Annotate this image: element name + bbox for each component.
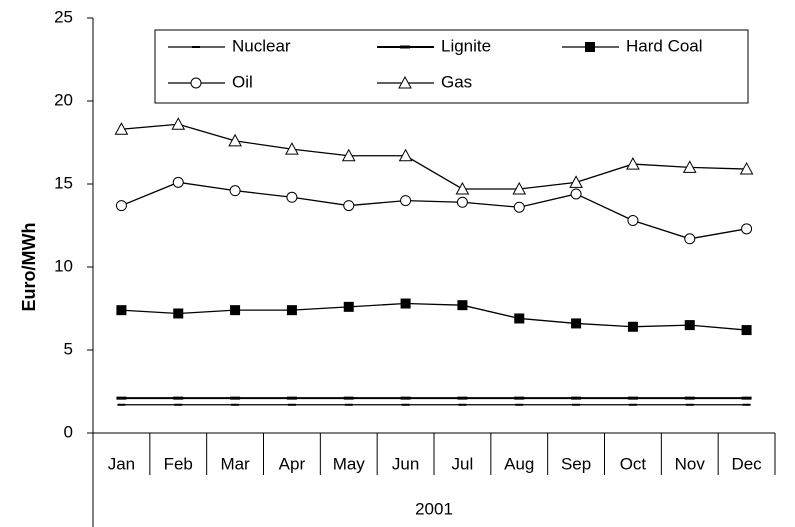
marker — [285, 142, 299, 155]
marker — [341, 148, 356, 162]
marker — [458, 403, 467, 406]
marker — [585, 42, 595, 52]
marker — [571, 318, 582, 329]
marker — [231, 403, 240, 406]
marker — [173, 396, 184, 400]
marker — [117, 403, 126, 406]
series-line — [121, 123, 747, 190]
marker — [400, 396, 411, 400]
marker — [171, 117, 186, 130]
marker — [570, 188, 582, 200]
marker — [287, 403, 296, 406]
marker — [192, 46, 200, 48]
marker — [229, 185, 241, 197]
x-tick-label: Jun — [392, 454, 419, 473]
marker — [457, 396, 468, 400]
marker — [684, 320, 695, 331]
marker — [228, 133, 242, 147]
marker — [114, 122, 129, 135]
legend-box — [154, 29, 749, 104]
legend-label: Hard Coal — [626, 36, 703, 55]
marker — [173, 308, 184, 319]
marker — [400, 45, 410, 49]
marker — [174, 403, 183, 406]
marker — [513, 201, 525, 213]
marker — [741, 396, 752, 400]
series-line — [121, 181, 747, 240]
marker — [741, 223, 753, 235]
x-tick-label: Jan — [108, 454, 135, 473]
marker — [741, 325, 752, 336]
marker — [628, 403, 637, 406]
marker — [344, 403, 353, 406]
marker — [343, 301, 354, 312]
x-tick-label: Nov — [675, 454, 706, 473]
legend-label: Gas — [441, 72, 472, 91]
legend-label: Lignite — [441, 36, 491, 55]
y-axis-label: Euro/MWh — [19, 223, 39, 312]
marker — [172, 176, 184, 188]
x-group-label: 2001 — [415, 499, 453, 518]
x-tick-label: May — [333, 454, 366, 473]
x-tick-label: Apr — [279, 454, 306, 473]
marker — [627, 321, 638, 332]
marker — [515, 403, 524, 406]
marker — [571, 396, 582, 400]
marker — [572, 403, 581, 406]
x-tick-label: Jul — [452, 454, 474, 473]
x-tick-label: Aug — [504, 454, 534, 473]
marker — [400, 195, 412, 207]
legend-label: Oil — [232, 72, 253, 91]
y-tick-label: 10 — [54, 256, 73, 275]
marker — [626, 157, 640, 170]
marker — [682, 160, 697, 173]
y-tick-label: 0 — [64, 422, 73, 441]
marker — [400, 298, 411, 309]
marker — [684, 233, 696, 245]
marker — [456, 196, 468, 208]
marker — [627, 396, 638, 400]
marker — [457, 300, 468, 311]
marker — [569, 175, 583, 188]
y-tick-label: 25 — [54, 7, 73, 26]
marker — [286, 191, 298, 203]
marker — [401, 403, 410, 406]
marker — [115, 200, 127, 212]
marker — [512, 181, 527, 195]
marker — [286, 305, 297, 316]
x-tick-label: Feb — [164, 454, 193, 473]
y-tick-label: 5 — [64, 339, 73, 358]
marker — [685, 403, 694, 406]
marker — [398, 148, 413, 162]
marker — [190, 77, 202, 89]
marker — [230, 305, 241, 316]
marker — [343, 396, 354, 400]
marker — [455, 181, 470, 195]
marker — [684, 396, 695, 400]
marker — [739, 162, 754, 175]
marker — [116, 396, 127, 400]
marker — [343, 200, 355, 212]
marker — [398, 75, 412, 89]
marker — [230, 396, 241, 400]
marker — [514, 396, 525, 400]
marker — [627, 215, 639, 227]
x-tick-label: Mar — [220, 454, 250, 473]
marker — [742, 403, 751, 406]
marker — [514, 313, 525, 324]
marker — [286, 396, 297, 400]
y-tick-label: 20 — [54, 90, 73, 109]
marker — [116, 305, 127, 316]
x-tick-label: Oct — [620, 454, 647, 473]
series-line — [121, 302, 747, 331]
x-tick-label: Sep — [561, 454, 591, 473]
legend-label: Nuclear — [232, 36, 291, 55]
y-tick-label: 15 — [54, 173, 73, 192]
x-tick-label: Dec — [731, 454, 762, 473]
